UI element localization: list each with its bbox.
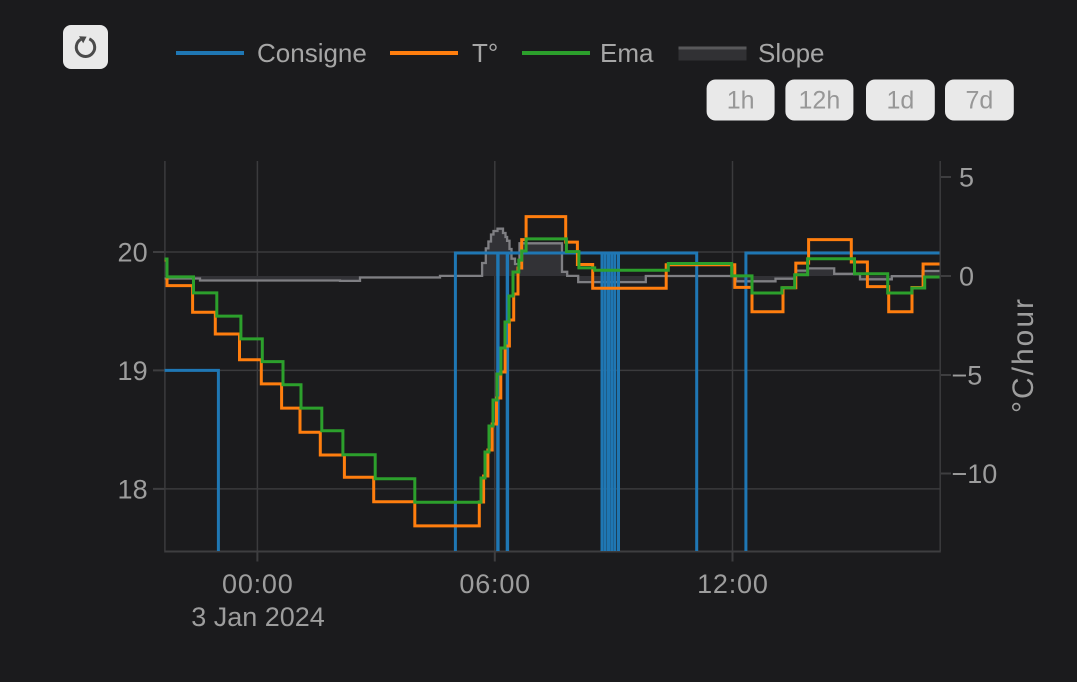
svg-text:−10: −10	[952, 459, 998, 489]
svg-text:20: 20	[118, 238, 148, 268]
svg-text:T°: T°	[472, 38, 498, 68]
svg-text:18: 18	[118, 474, 148, 504]
svg-text:1h: 1h	[727, 87, 755, 115]
svg-text:3 Jan 2024: 3 Jan 2024	[191, 602, 325, 632]
svg-text:1d: 1d	[886, 87, 914, 115]
svg-text:12:00: 12:00	[697, 569, 769, 599]
svg-text:5: 5	[959, 163, 974, 193]
svg-text:19: 19	[118, 356, 148, 386]
svg-text:00:00: 00:00	[222, 569, 294, 599]
svg-text:Ema: Ema	[600, 38, 654, 68]
svg-text:12h: 12h	[799, 87, 841, 115]
svg-text:06:00: 06:00	[459, 569, 531, 599]
svg-text:7d: 7d	[965, 87, 993, 115]
svg-text:°C/hour: °C/hour	[1007, 297, 1040, 413]
svg-text:Consigne: Consigne	[257, 38, 367, 68]
svg-text:0: 0	[959, 262, 974, 292]
svg-text:−5: −5	[952, 361, 983, 391]
svg-text:Slope: Slope	[758, 38, 825, 68]
